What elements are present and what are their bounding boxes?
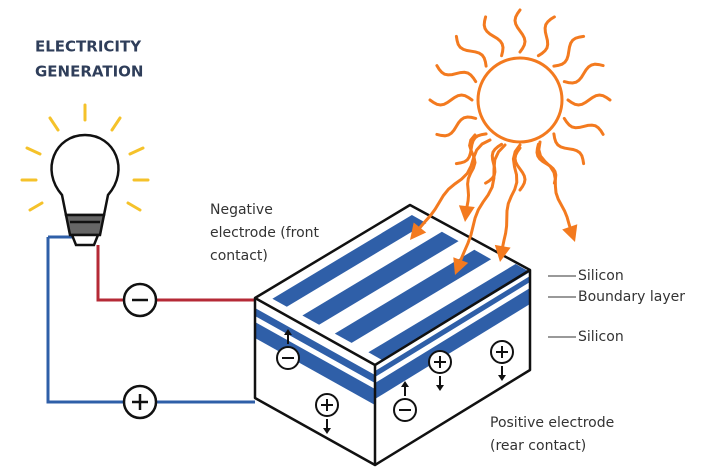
label: Negative bbox=[210, 202, 273, 218]
solar-cell bbox=[253, 203, 532, 467]
front-contact bbox=[368, 264, 530, 361]
sun-ray bbox=[482, 15, 505, 58]
light-arrow-head bbox=[453, 257, 469, 275]
label: Positive electrode bbox=[490, 415, 614, 431]
electron bbox=[393, 381, 417, 422]
sun-disc bbox=[476, 56, 564, 144]
front-contact bbox=[334, 249, 492, 343]
label: Silicon bbox=[578, 329, 624, 345]
sun-ray bbox=[552, 132, 586, 166]
label: (rear contact) bbox=[490, 438, 586, 454]
light-bulb bbox=[50, 133, 120, 247]
label: Boundary layer bbox=[578, 289, 685, 305]
label: contact) bbox=[210, 248, 268, 264]
sun-ray bbox=[536, 15, 556, 58]
title-line: ELECTRICITY bbox=[35, 38, 142, 56]
title-line: GENERATION bbox=[35, 63, 143, 81]
sun bbox=[410, 8, 612, 275]
negative-wire bbox=[96, 245, 255, 302]
light-arrow-head bbox=[410, 222, 427, 240]
light-arrow-head bbox=[458, 205, 475, 222]
outline bbox=[253, 203, 532, 467]
boundary-band bbox=[255, 308, 375, 383]
light-ray bbox=[464, 133, 477, 214]
arrow-head bbox=[401, 381, 409, 387]
light-arrow-head bbox=[562, 224, 578, 242]
sun-ray bbox=[428, 93, 474, 107]
sun-ray bbox=[566, 93, 612, 107]
boundary-band bbox=[375, 288, 530, 399]
sun-ray bbox=[435, 64, 478, 84]
arrow-head bbox=[436, 385, 444, 391]
electron bbox=[276, 329, 300, 370]
arrow-head bbox=[498, 375, 506, 381]
hole bbox=[315, 393, 339, 434]
negative-sign bbox=[122, 282, 158, 318]
light-ray bbox=[537, 140, 573, 232]
light-rays bbox=[20, 103, 150, 212]
label: electrode (front bbox=[210, 225, 320, 241]
sun-ray bbox=[552, 34, 586, 68]
arrow-head bbox=[284, 329, 292, 335]
light-ray bbox=[418, 138, 492, 230]
sun-ray bbox=[435, 115, 478, 138]
label: Silicon bbox=[578, 268, 624, 284]
hole bbox=[428, 350, 452, 391]
arrow-head bbox=[323, 428, 331, 434]
boundary-band bbox=[255, 322, 375, 405]
light-arrow-head bbox=[494, 244, 511, 262]
sun-ray bbox=[454, 34, 488, 68]
boundary-band bbox=[375, 276, 530, 377]
front-contact bbox=[302, 231, 459, 325]
light-ray bbox=[459, 143, 507, 261]
positive-wire bbox=[46, 237, 255, 404]
top-face bbox=[255, 205, 530, 365]
light-ray bbox=[500, 143, 522, 250]
sun-ray bbox=[562, 116, 605, 136]
sun-ray bbox=[513, 8, 527, 54]
hole bbox=[490, 340, 514, 381]
front-contact bbox=[272, 215, 427, 307]
sun-ray bbox=[562, 62, 605, 85]
positive-sign bbox=[122, 384, 158, 420]
